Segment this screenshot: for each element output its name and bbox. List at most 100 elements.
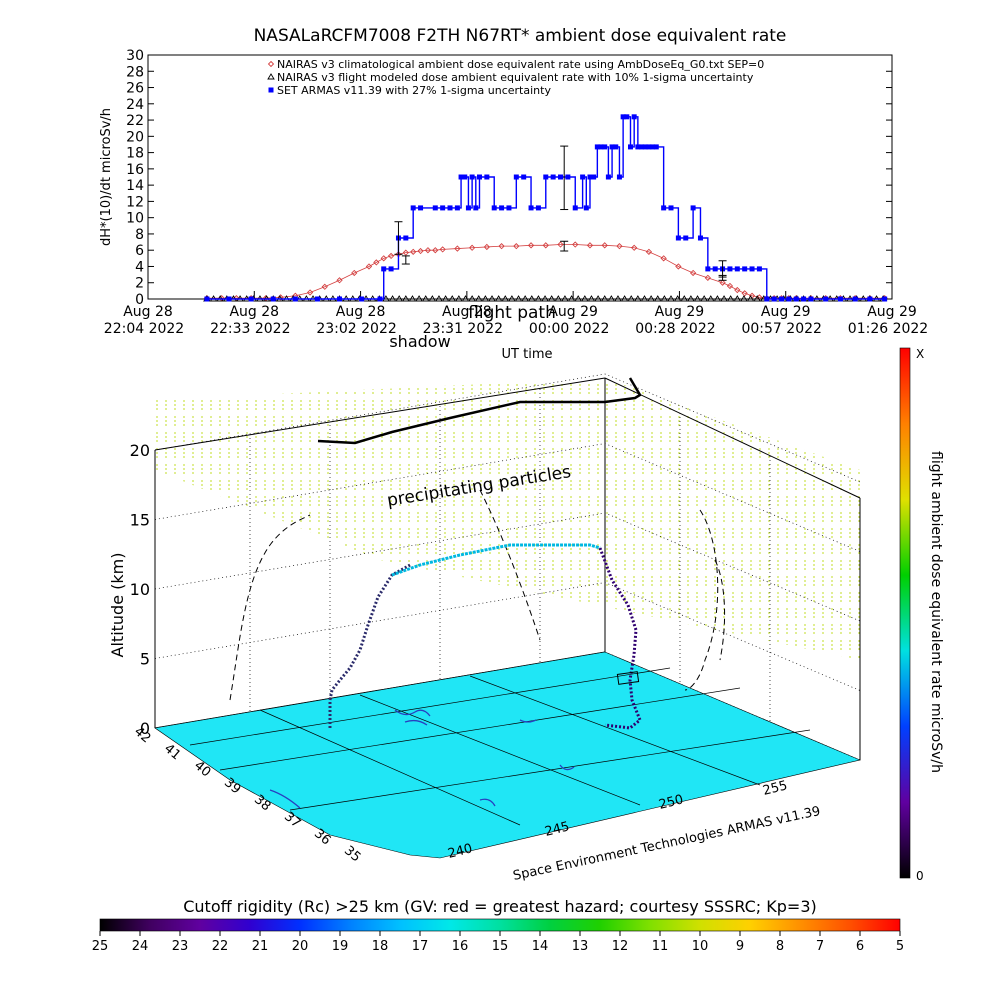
data-point — [771, 296, 777, 302]
data-point — [365, 263, 373, 270]
data-point — [650, 144, 656, 150]
data-point — [594, 144, 600, 150]
data-point — [734, 266, 740, 272]
data-point — [631, 114, 637, 120]
y-tick-label: 12 — [126, 194, 144, 210]
data-point — [521, 295, 529, 302]
data-point — [605, 174, 611, 180]
dose-colorbar-min-label: 0 — [916, 869, 924, 883]
data-point — [742, 266, 748, 272]
data-point — [598, 144, 604, 150]
data-point — [351, 269, 358, 277]
data-point — [541, 295, 549, 302]
data-point — [226, 296, 232, 302]
data-point — [764, 296, 770, 302]
data-point — [667, 295, 675, 302]
data-point — [601, 242, 608, 249]
legend-entry: NAIRAS v3 flight modeled dose ambient eq… — [277, 71, 754, 84]
error-bars — [394, 145, 727, 281]
data-point — [689, 269, 697, 277]
rigidity-tick-label: 20 — [292, 939, 309, 954]
data-point — [746, 295, 755, 302]
y-tick-label: 22 — [126, 113, 144, 129]
data-point — [542, 242, 549, 249]
data-point — [488, 295, 496, 302]
rigidity-tick-label: 5 — [896, 939, 904, 954]
data-point — [454, 245, 461, 252]
data-point — [660, 255, 667, 262]
data-point — [267, 60, 275, 68]
data-point — [668, 205, 674, 211]
data-point — [675, 263, 682, 270]
data-point — [635, 144, 641, 150]
rigidity-colorbar-gradient — [99, 918, 901, 932]
data-point — [417, 247, 424, 255]
rigidity-tick-label: 21 — [252, 939, 269, 954]
data-point — [527, 242, 535, 249]
data-point — [268, 87, 274, 93]
longitude-tick-label: 245 — [543, 819, 571, 840]
data-point — [574, 295, 582, 302]
data-point — [661, 205, 667, 211]
data-point — [620, 114, 626, 120]
data-point — [314, 296, 320, 302]
dose-colorbar-gradient — [899, 347, 911, 879]
data-point — [756, 266, 762, 272]
x-tick-label-time: 23:31 2022 — [423, 321, 503, 337]
data-point — [660, 295, 669, 302]
data-point — [567, 295, 576, 302]
data-point — [292, 296, 298, 302]
latitude-tick-label: 35 — [341, 843, 363, 865]
data-point — [498, 242, 505, 250]
data-point — [424, 247, 432, 254]
dose-colorbar: X 0 flight ambient dose equivalent rate … — [899, 347, 944, 883]
data-point — [653, 144, 659, 150]
data-point — [591, 174, 597, 180]
rigidity-tick-label: 13 — [572, 939, 589, 954]
data-point — [387, 252, 395, 260]
rigidity-tick-label: 22 — [212, 939, 229, 954]
data-point — [647, 295, 655, 302]
data-point — [513, 242, 520, 250]
longitude-tick-label: 250 — [657, 792, 685, 813]
data-point — [616, 174, 622, 180]
data-point — [381, 266, 387, 272]
rigidity-tick-label: 6 — [856, 939, 864, 954]
data-point — [476, 174, 482, 180]
data-point — [631, 244, 638, 251]
data-point — [712, 266, 718, 272]
y-tick-label: 26 — [126, 81, 144, 97]
data-point — [706, 295, 715, 302]
altitude-gridline — [154, 443, 861, 552]
data-point — [580, 174, 586, 180]
data-point — [557, 241, 564, 248]
altitude-gridline — [154, 512, 861, 622]
x-tick-label-date: Aug 28 — [123, 304, 173, 320]
data-point — [653, 295, 662, 302]
data-point — [627, 295, 636, 302]
data-point — [447, 205, 453, 211]
data-point — [607, 295, 616, 302]
data-point — [616, 242, 623, 250]
data-point — [867, 296, 873, 302]
data-point — [700, 295, 708, 302]
data-point — [554, 295, 563, 302]
data-point — [306, 289, 314, 296]
data-point — [690, 205, 696, 211]
data-point — [727, 266, 733, 272]
x-tick-label-date: Aug 29 — [867, 304, 917, 320]
data-point — [600, 295, 609, 302]
series-line — [206, 244, 885, 299]
rigidity-tick-label: 11 — [652, 939, 669, 954]
x-tick-label-time: 23:02 2022 — [316, 321, 396, 337]
data-point — [388, 266, 394, 272]
y-tick-label: 14 — [126, 178, 144, 194]
rigidity-tick-label: 12 — [612, 939, 629, 954]
data-point — [439, 246, 446, 253]
data-point — [634, 295, 642, 302]
data-point — [640, 295, 649, 302]
data-point — [428, 295, 437, 302]
data-point — [693, 295, 702, 302]
data-point — [753, 295, 761, 302]
